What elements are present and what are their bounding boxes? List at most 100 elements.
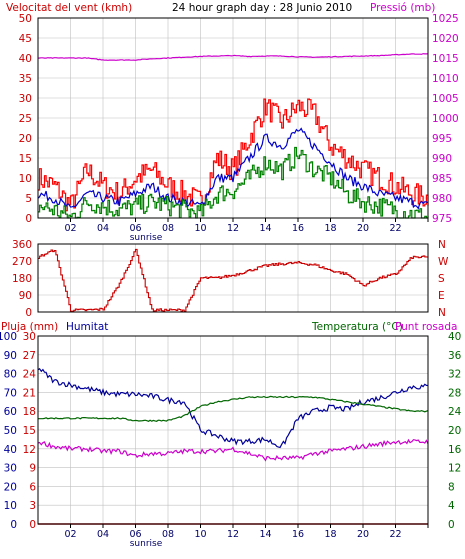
direction-tick-label: 180 <box>12 273 32 285</box>
x-tick-label: 10 <box>194 223 206 234</box>
series-line-dewpoint <box>37 438 429 462</box>
wind-tick-label: 35 <box>19 73 32 85</box>
temperature-tick-label: 8 <box>448 481 455 493</box>
wind-tick-label: 40 <box>19 53 32 65</box>
humidity-tick-label: 100 <box>0 331 17 343</box>
pressure-tick-label: 985 <box>432 173 452 185</box>
compass-label: S <box>438 273 445 285</box>
wind-tick-label: 25 <box>19 113 32 125</box>
rain-tick-label: 15 <box>23 425 36 437</box>
series-line-pressure <box>37 53 429 61</box>
dewpoint-axis-title: Punt rosada <box>395 321 457 333</box>
x-tick-label: 04 <box>97 529 109 540</box>
x-tick-label: 14 <box>259 529 271 540</box>
pressure-tick-label: 1010 <box>432 73 459 85</box>
x-tick-label: 02 <box>64 223 76 234</box>
x-tick-label: 08 <box>162 223 174 234</box>
direction-tick-label: 270 <box>12 256 32 268</box>
direction-tick-label: 0 <box>25 307 32 319</box>
pressure-tick-label: 1015 <box>432 53 459 65</box>
humidity-tick-label: 0 <box>10 519 17 531</box>
wind-tick-label: 20 <box>19 133 32 145</box>
temperature-tick-label: 4 <box>448 500 455 512</box>
wind-tick-label: 10 <box>19 173 32 185</box>
humidity-tick-label: 20 <box>4 481 17 493</box>
rain-tick-label: 3 <box>29 500 36 512</box>
series-line-minimum <box>38 146 429 219</box>
humidity-tick-label: 50 <box>4 425 17 437</box>
temperature-tick-label: 28 <box>448 387 461 399</box>
rain-tick-label: 27 <box>23 350 36 362</box>
humidity-tick-label: 30 <box>4 463 17 475</box>
humidity-axis-title: Humitat <box>66 321 108 333</box>
temperature-tick-label: 16 <box>448 444 462 456</box>
rain-tick-label: 9 <box>29 463 36 475</box>
sunrise-label: sunrise <box>130 539 163 549</box>
pressure-axis-title: Pressió (mb) <box>370 2 435 14</box>
series-line-average <box>37 127 429 210</box>
x-tick-label: 12 <box>227 223 239 234</box>
wind-tick-label: 45 <box>19 33 32 45</box>
rain-tick-label: 6 <box>29 481 36 493</box>
x-tick-label: 18 <box>324 529 336 540</box>
humidity-tick-label: 60 <box>4 406 17 418</box>
humidity-tick-label: 10 <box>4 500 17 512</box>
wind-tick-label: 0 <box>25 213 32 225</box>
compass-label: W <box>438 256 449 268</box>
temperature-tick-label: 0 <box>448 519 455 531</box>
pressure-tick-label: 1020 <box>432 33 459 45</box>
pressure-tick-label: 1000 <box>432 113 459 125</box>
humidity-tick-label: 90 <box>4 350 17 362</box>
pressure-tick-label: 1005 <box>432 93 459 105</box>
pressure-tick-label: 980 <box>432 193 452 205</box>
x-tick-label: 22 <box>389 529 401 540</box>
compass-label: N <box>438 307 446 319</box>
rain-tick-label: 12 <box>23 444 36 456</box>
temperature-tick-label: 40 <box>448 331 461 343</box>
x-tick-label: 18 <box>324 223 336 234</box>
x-tick-label: 16 <box>292 529 304 540</box>
rain-tick-label: 18 <box>23 406 36 418</box>
x-tick-label: 20 <box>357 223 369 234</box>
x-tick-label: 02 <box>64 529 76 540</box>
rain-tick-label: 24 <box>23 369 37 381</box>
x-tick-label: 22 <box>389 223 401 234</box>
axes-layer: 0510152025303540455097598098599099510001… <box>0 13 462 549</box>
humidity-tick-label: 70 <box>4 387 17 399</box>
humidity-tick-label: 80 <box>4 369 17 381</box>
x-tick-label: 08 <box>162 529 174 540</box>
direction-tick-label: 90 <box>19 290 32 302</box>
temperature-tick-label: 24 <box>448 406 462 418</box>
temperature-tick-label: 36 <box>448 350 462 362</box>
x-tick-label: 20 <box>357 529 369 540</box>
humidity-tick-label: 40 <box>4 444 17 456</box>
rain-axis-title: Pluja (mm) <box>1 321 58 333</box>
x-tick-label: 14 <box>259 223 271 234</box>
rain-tick-label: 21 <box>23 387 36 399</box>
pressure-tick-label: 975 <box>432 213 452 225</box>
x-tick-label: 16 <box>292 223 304 234</box>
series-line-temperature <box>38 395 429 422</box>
temperature-tick-label: 12 <box>448 463 461 475</box>
temperature-tick-label: 32 <box>448 369 461 381</box>
graph-title: 24 hour graph day : 28 Junio 2010 <box>172 2 352 14</box>
rain-tick-label: 0 <box>29 519 36 531</box>
wind-tick-label: 5 <box>25 193 32 205</box>
x-tick-label: 12 <box>227 529 239 540</box>
x-tick-label: 06 <box>129 529 141 540</box>
pressure-tick-label: 995 <box>432 133 452 145</box>
x-tick-label: 04 <box>97 223 109 234</box>
sunrise-label: sunrise <box>130 233 163 243</box>
compass-label: E <box>438 290 445 302</box>
compass-label: N <box>438 239 446 251</box>
pressure-tick-label: 990 <box>432 153 452 165</box>
series-line-gust <box>38 98 429 212</box>
rain-tick-label: 30 <box>23 331 36 343</box>
temperature-axis-title: Temperatura (°C) <box>311 321 403 333</box>
temperature-tick-label: 20 <box>448 425 461 437</box>
grid-layer <box>38 18 428 524</box>
x-tick-label: 10 <box>194 529 206 540</box>
series-line-direction <box>38 248 429 312</box>
